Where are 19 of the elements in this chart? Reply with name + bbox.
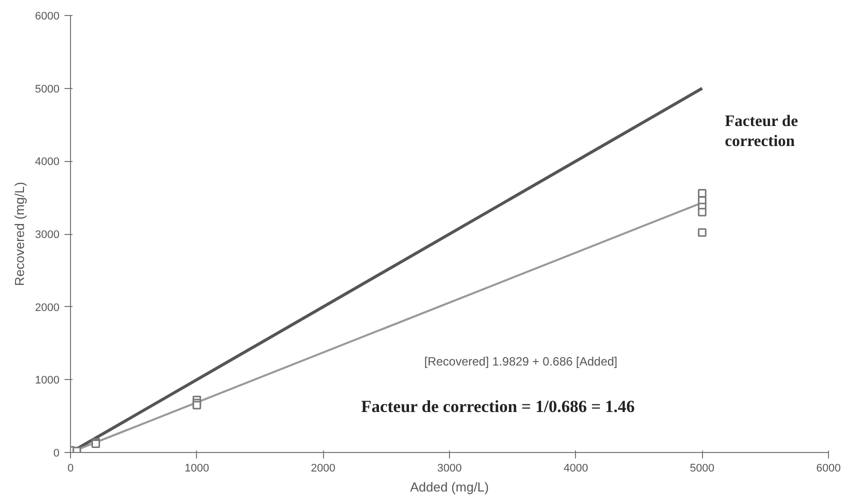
y-tick-label: 4000 bbox=[35, 156, 60, 168]
x-tick-label: 4000 bbox=[564, 462, 588, 474]
y-axis-title: Recovered (mg/L) bbox=[12, 182, 28, 286]
annotation: [Recovered] 1.9829 + 0.686 [Added] bbox=[424, 354, 618, 369]
y-tick-label: 1000 bbox=[35, 374, 60, 387]
x-tick-label: 6000 bbox=[816, 462, 841, 474]
y-tick-label: 6000 bbox=[35, 10, 60, 22]
x-tick-label: 5000 bbox=[690, 462, 714, 474]
x-tick-label: 2000 bbox=[310, 462, 336, 474]
annotation: Facteur de correction bbox=[724, 112, 798, 150]
y-tick-label: 3000 bbox=[35, 229, 60, 241]
x-tick-label: 1000 bbox=[184, 462, 210, 474]
x-axis-title: Added (mg/L) bbox=[410, 480, 489, 494]
x-tick-label: 0 bbox=[67, 462, 74, 474]
x-tick-label: 3000 bbox=[437, 462, 462, 474]
y-tick-label: 5000 bbox=[35, 83, 60, 96]
y-tick-label: 0 bbox=[53, 448, 60, 460]
y-tick-label: 2000 bbox=[35, 302, 60, 314]
annotation: Facteur de correction = 1/0.686 = 1.46 bbox=[361, 397, 635, 416]
